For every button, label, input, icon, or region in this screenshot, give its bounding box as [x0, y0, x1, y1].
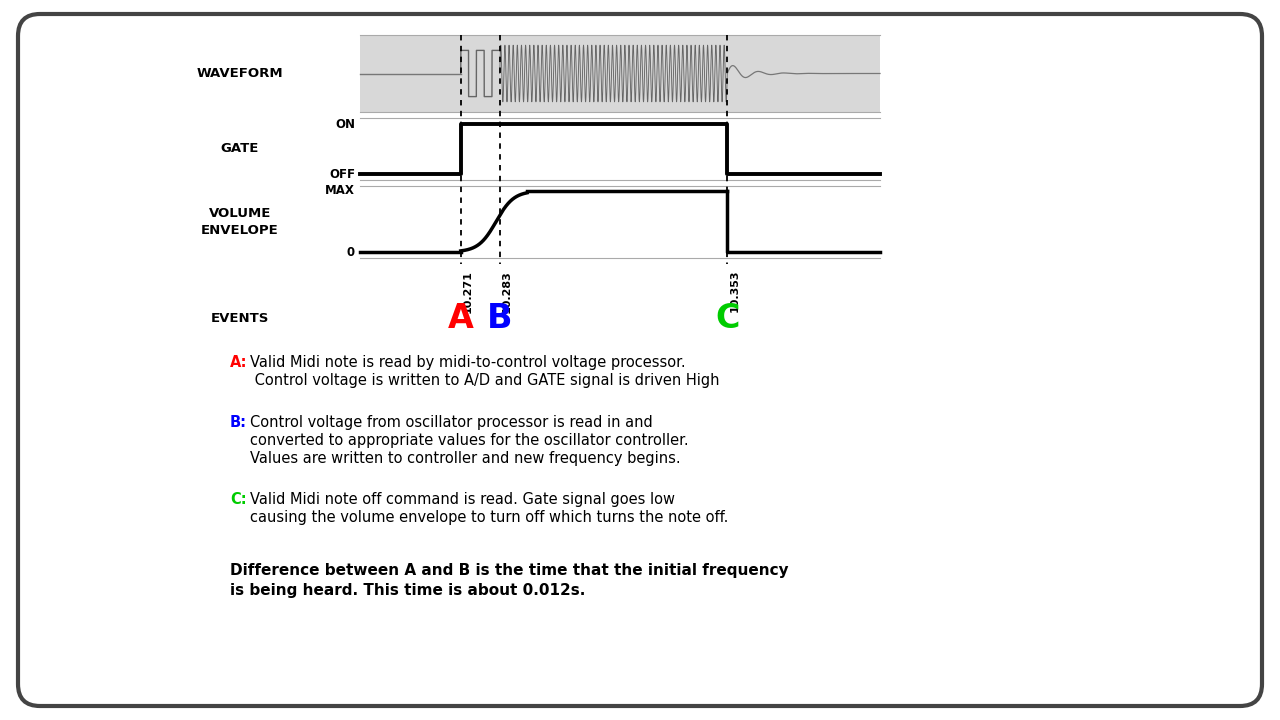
Text: is being heard. This time is about 0.012s.: is being heard. This time is about 0.012…: [230, 583, 585, 598]
FancyBboxPatch shape: [18, 14, 1262, 706]
Text: 10.283: 10.283: [502, 270, 512, 312]
Text: Values are written to controller and new frequency begins.: Values are written to controller and new…: [250, 451, 681, 466]
Text: converted to appropriate values for the oscillator controller.: converted to appropriate values for the …: [250, 433, 689, 448]
Text: Control voltage is written to A/D and GATE signal is driven High: Control voltage is written to A/D and GA…: [250, 373, 719, 388]
Text: Difference between A and B is the time that the initial frequency: Difference between A and B is the time t…: [230, 563, 788, 578]
Text: VOLUME
ENVELOPE: VOLUME ENVELOPE: [201, 207, 279, 237]
Text: EVENTS: EVENTS: [211, 312, 269, 325]
Text: OFF: OFF: [329, 168, 355, 181]
Text: 10.271: 10.271: [463, 270, 472, 313]
Text: causing the volume envelope to turn off which turns the note off.: causing the volume envelope to turn off …: [250, 510, 728, 525]
Text: MAX: MAX: [325, 184, 355, 197]
Text: A: A: [448, 302, 474, 335]
Text: C:: C:: [230, 492, 247, 507]
Text: GATE: GATE: [221, 143, 259, 156]
Text: C: C: [716, 302, 740, 335]
Text: 10.353: 10.353: [730, 270, 740, 312]
Text: WAVEFORM: WAVEFORM: [197, 67, 283, 80]
Text: ON: ON: [335, 117, 355, 130]
Text: A:: A:: [230, 355, 247, 370]
Text: 0: 0: [347, 246, 355, 258]
FancyBboxPatch shape: [360, 35, 881, 112]
Text: B:: B:: [230, 415, 247, 430]
Text: Valid Midi note is read by midi-to-control voltage processor.: Valid Midi note is read by midi-to-contr…: [250, 355, 686, 370]
Text: B: B: [486, 302, 512, 335]
Text: Valid Midi note off command is read. Gate signal goes low: Valid Midi note off command is read. Gat…: [250, 492, 675, 507]
Text: Control voltage from oscillator processor is read in and: Control voltage from oscillator processo…: [250, 415, 653, 430]
